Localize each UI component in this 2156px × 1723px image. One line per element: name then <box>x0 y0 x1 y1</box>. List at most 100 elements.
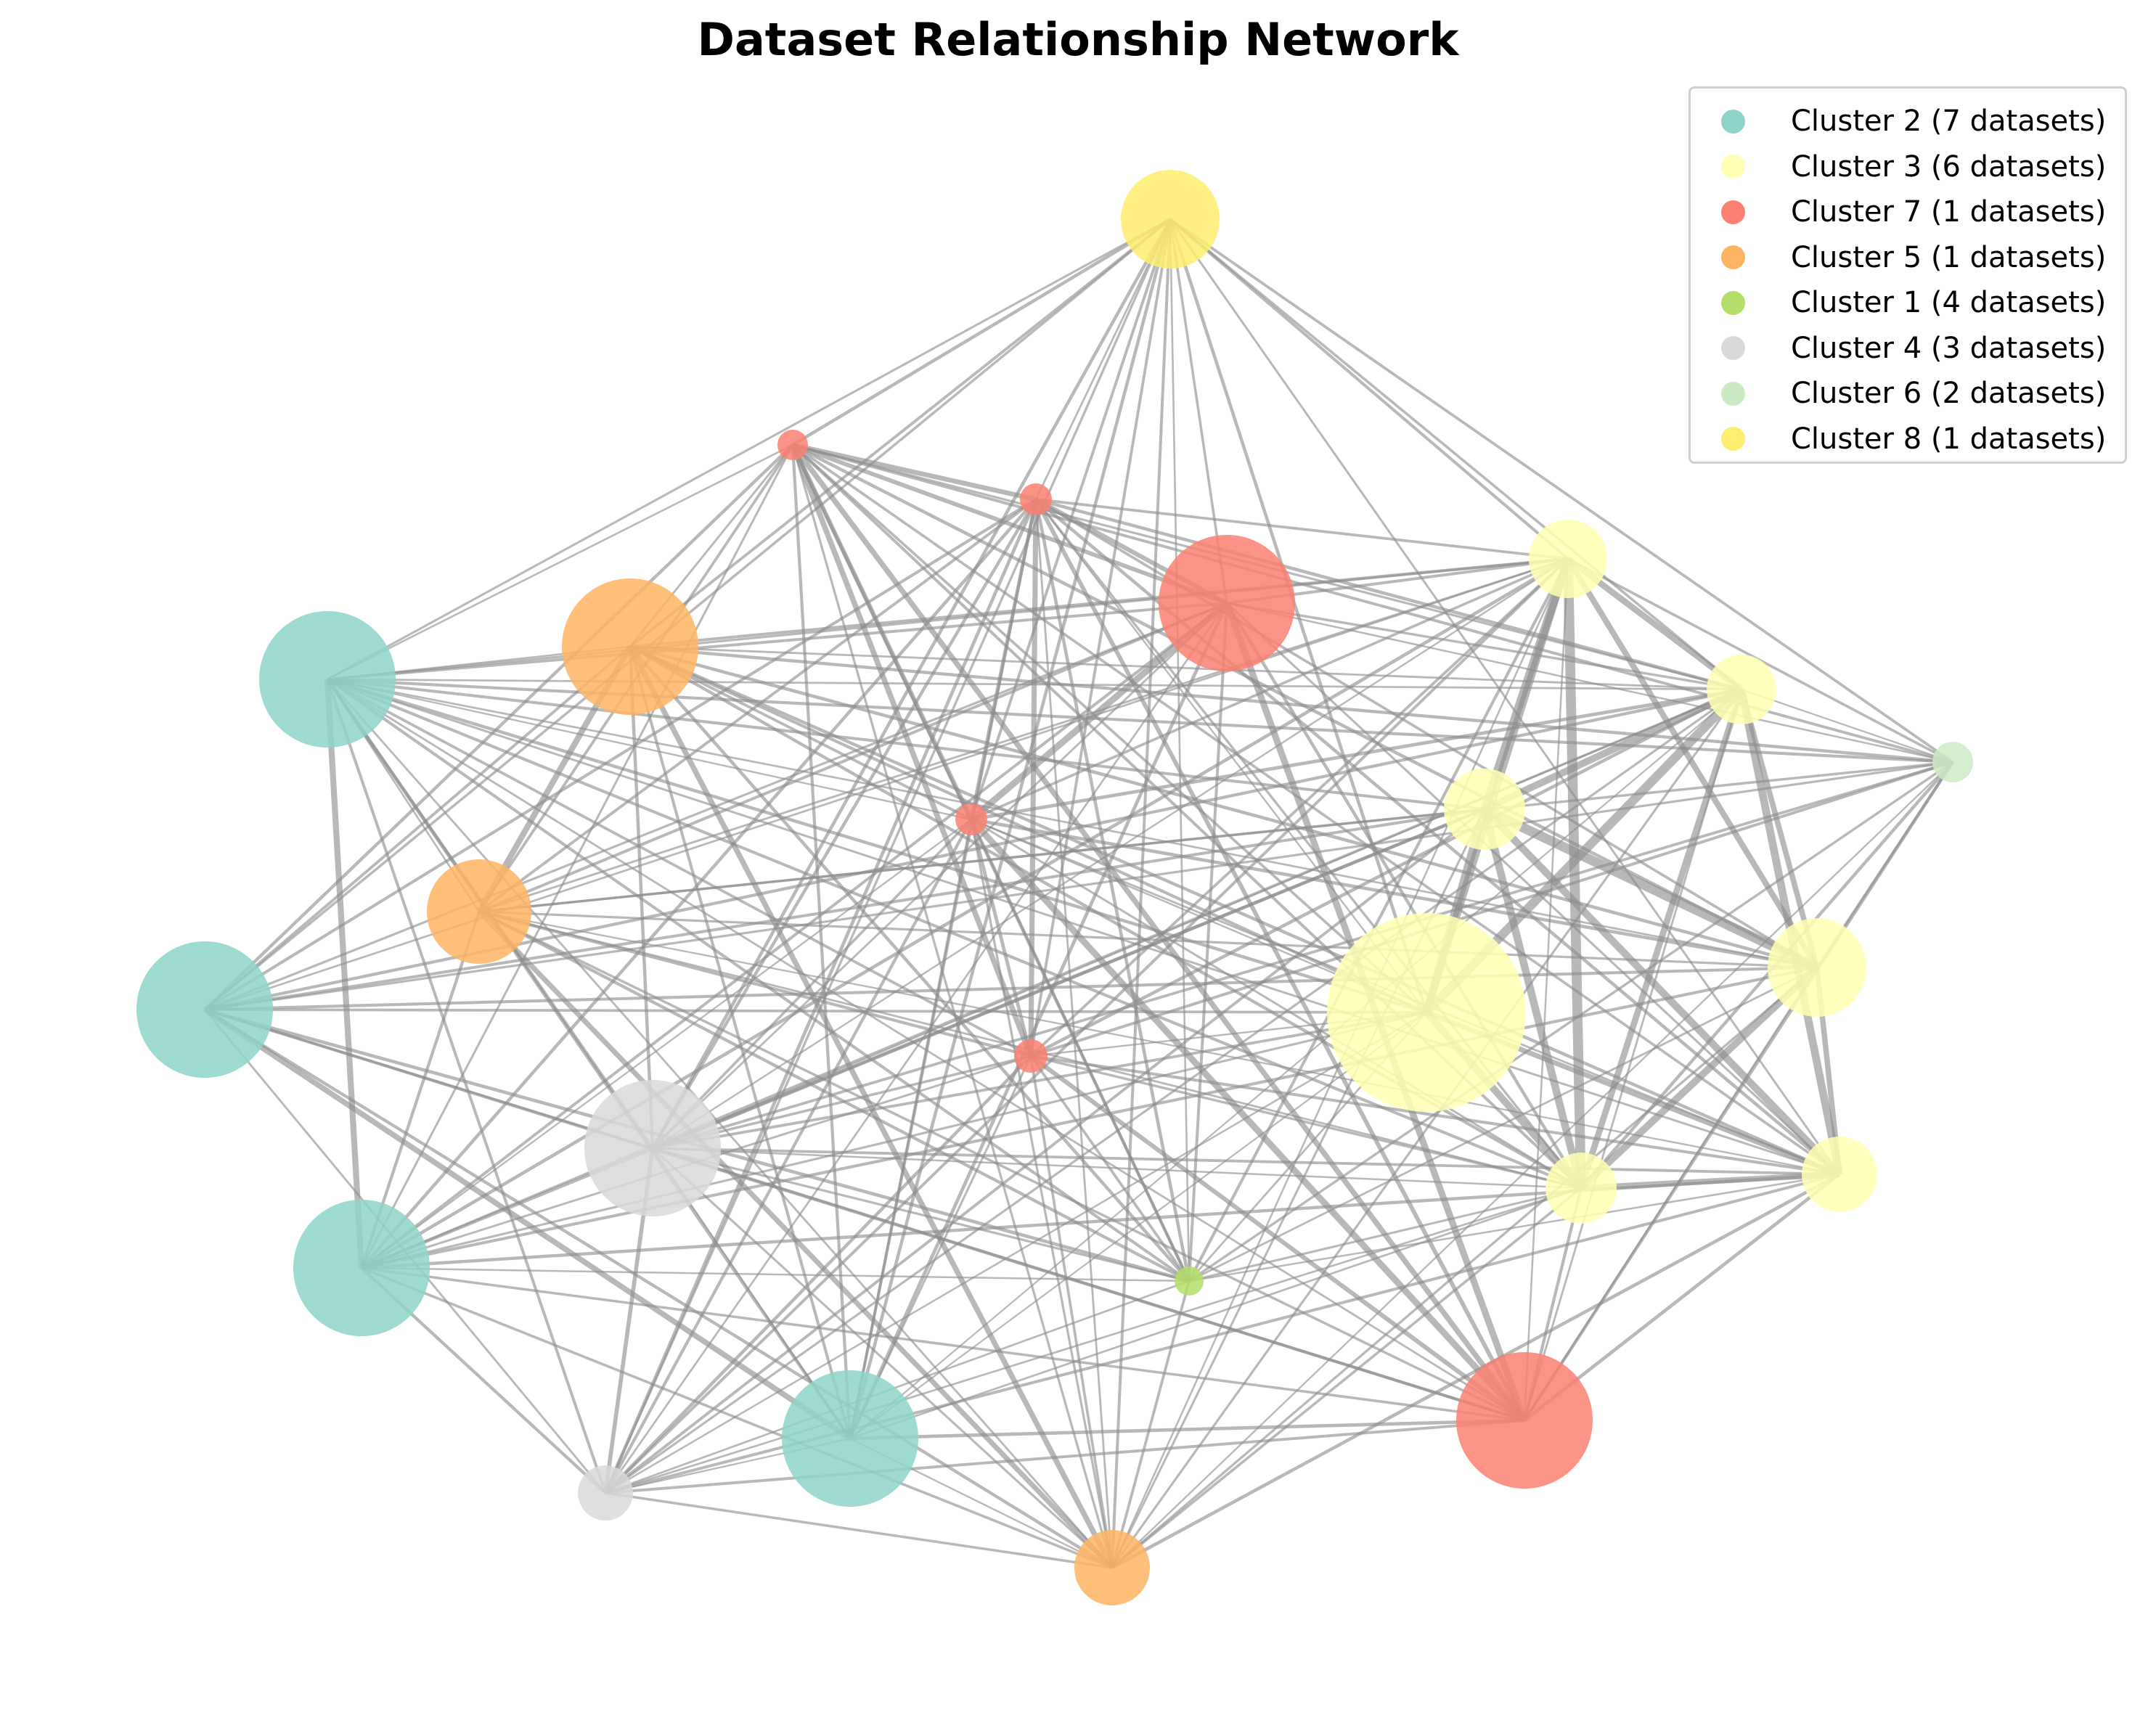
network-edge <box>1029 688 1743 1057</box>
network-edge <box>204 761 1953 1011</box>
network-edge <box>629 645 1191 1282</box>
network-node <box>259 611 396 748</box>
legend-marker-icon <box>1721 427 1745 451</box>
legend: Cluster 2 (7 datasets) Cluster 3 (6 datas… <box>1689 86 2127 464</box>
network-edge <box>1482 686 1744 813</box>
network-edge <box>478 557 1569 913</box>
network-edge <box>1034 218 1172 500</box>
legend-label: Cluster 1 (4 datasets) <box>1791 286 2107 320</box>
network-edge <box>605 1187 1582 1494</box>
network-node <box>578 1465 633 1521</box>
network-edge <box>327 678 1742 691</box>
legend-label: Cluster 5 (1 datasets) <box>1791 240 2107 274</box>
network-edge <box>1111 1280 1191 1568</box>
legend-item: Cluster 7 (1 datasets) <box>1691 189 2125 235</box>
network-edge <box>478 910 1525 1422</box>
network-node <box>1802 1137 1877 1212</box>
network-node <box>1932 742 1973 782</box>
network-edge <box>1111 218 1172 1568</box>
legend-marker-icon <box>1721 200 1745 224</box>
network-edge <box>326 679 607 1494</box>
network-edge <box>203 443 794 1011</box>
network-edge <box>971 687 1742 822</box>
network-node <box>1121 170 1220 269</box>
network-edge <box>628 646 655 1149</box>
legend-marker-icon <box>1721 381 1745 406</box>
legend-item: Cluster 4 (3 datasets) <box>1691 326 2125 372</box>
network-edge <box>629 645 1742 691</box>
network-edge <box>327 678 1840 1176</box>
network-edge <box>605 1491 1113 1569</box>
network-edge <box>849 1418 1525 1441</box>
network-edge <box>1169 218 1569 560</box>
network-node <box>562 578 698 715</box>
network-edge <box>1034 498 1527 1422</box>
network-edge <box>326 679 1114 1568</box>
network-node <box>1768 918 1866 1017</box>
network-edge <box>1035 498 1569 560</box>
network-edge <box>1523 558 1569 1421</box>
network-edge <box>790 443 1034 1057</box>
network-edge <box>361 819 972 1269</box>
network-edge <box>1111 689 1743 1568</box>
network-edge <box>629 557 1569 648</box>
network-edge <box>1029 557 1569 1057</box>
network-edge <box>652 557 1569 1150</box>
network-edge <box>652 1147 1190 1282</box>
network-edge <box>1741 688 1953 764</box>
network-edge <box>361 1011 1427 1269</box>
network-edge <box>327 678 972 821</box>
network-edge <box>360 444 794 1269</box>
network-edge <box>327 678 1818 969</box>
network-edge <box>605 1419 1525 1494</box>
network-edge <box>1028 499 1039 1057</box>
network-edge <box>604 218 1172 1494</box>
network-edge <box>629 644 1953 764</box>
network-edge <box>848 602 1229 1439</box>
network-edge <box>971 557 1569 821</box>
network-edge <box>326 678 1191 1282</box>
network-edge <box>604 818 973 1494</box>
network-edge <box>792 443 1228 605</box>
network-edge <box>204 808 1485 1011</box>
network-edge <box>652 1011 1427 1150</box>
network-edge <box>848 218 1172 1439</box>
legend-marker-icon <box>1721 245 1745 270</box>
network-edge <box>629 218 1172 648</box>
network-edge <box>327 678 1582 1190</box>
chart-title: Dataset Relationship Network <box>697 13 1459 66</box>
network-edge <box>629 646 852 1439</box>
legend-marker-icon <box>1721 155 1745 179</box>
network-edge <box>203 1007 852 1441</box>
network-edge <box>360 602 1228 1269</box>
network-edge <box>1029 1055 1114 1568</box>
legend-marker-icon <box>1721 290 1745 315</box>
network-edge <box>1111 1172 1841 1570</box>
network-edge <box>791 443 1428 1014</box>
network-node <box>777 430 808 460</box>
network-edge <box>203 1008 1114 1569</box>
network-edge <box>791 218 1172 446</box>
network-edge <box>324 679 365 1269</box>
node-layer <box>136 170 1973 1605</box>
network-node <box>1175 1266 1204 1296</box>
legend-marker-icon <box>1721 336 1745 361</box>
network-node <box>293 1200 430 1336</box>
network-edge <box>327 602 1228 681</box>
network-edge <box>849 1187 1582 1440</box>
network-edge <box>971 817 1818 970</box>
network-edge <box>327 678 1485 811</box>
network-edge <box>1188 1187 1582 1282</box>
network-edge <box>651 498 1037 1150</box>
network-edge <box>1188 1173 1840 1282</box>
network-edge <box>327 443 793 681</box>
network-edge <box>1035 497 1742 692</box>
legend-item: Cluster 5 (1 datasets) <box>1691 235 2125 281</box>
network-edge <box>203 645 632 1011</box>
network-edge <box>361 1266 1190 1282</box>
network-edge <box>1169 218 1191 1282</box>
network-edge <box>1030 1055 1840 1176</box>
network-node <box>1074 1530 1150 1605</box>
legend-label: Cluster 2 (7 datasets) <box>1791 105 2107 139</box>
